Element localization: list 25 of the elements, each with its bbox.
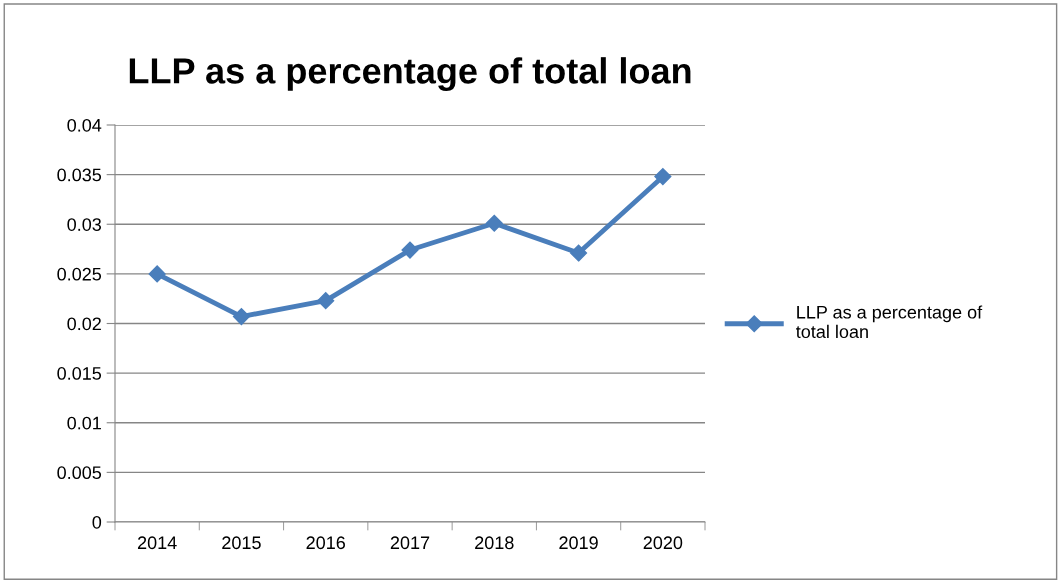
y-tick-label: 0.005 [57, 466, 102, 480]
y-tick-label: 0.02 [67, 317, 101, 331]
chart-title: LLP as a percentage of total loan [129, 57, 691, 91]
y-tick-label: 0.04 [67, 118, 102, 132]
y-tick-label: 0.035 [57, 168, 102, 182]
y-tick-label: 0.03 [67, 218, 102, 231]
point [654, 168, 672, 186]
y-tick-label: 0.025 [57, 267, 102, 281]
point [232, 308, 250, 326]
y-tick-label: 0.01 [67, 416, 101, 430]
x-tick-label: 2016 [306, 536, 346, 550]
x-tick-label: 2014 [137, 536, 177, 550]
x-tick-label: 2017 [390, 536, 430, 550]
point [485, 214, 503, 232]
point [317, 292, 335, 310]
point [401, 241, 419, 259]
x-tick-label: 2019 [559, 536, 598, 550]
y-tick-label: 0.015 [57, 367, 102, 380]
point [570, 244, 588, 262]
y-tick-label: 0 [92, 515, 102, 529]
legend-label: LLP as a percentage of total loan [796, 305, 983, 339]
x-tick-label: 2018 [475, 536, 514, 550]
x-tick-label: 2020 [643, 536, 683, 550]
point [148, 265, 166, 283]
x-tick-label: 2015 [222, 536, 261, 550]
